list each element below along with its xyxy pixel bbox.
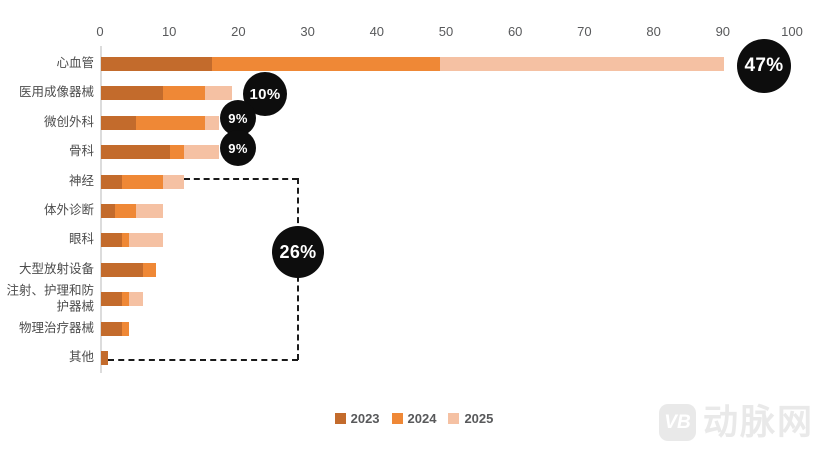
bar-segment-2024 bbox=[163, 86, 205, 101]
callout-dashed-line bbox=[184, 178, 298, 180]
bar-segment-2025 bbox=[163, 174, 185, 189]
legend-item-2023: 2023 bbox=[334, 410, 380, 426]
legend-label: 2023 bbox=[350, 410, 380, 426]
bar-segment-2024 bbox=[135, 115, 205, 130]
x-axis-tick: 100 bbox=[781, 24, 803, 39]
bar-segment-2024 bbox=[121, 233, 129, 248]
category-label: 大型放射设备 bbox=[18, 261, 94, 276]
bar-segment-2023 bbox=[101, 57, 212, 71]
category-label: 微创外科 bbox=[43, 114, 94, 129]
x-axis-tick: 50 bbox=[438, 24, 454, 39]
bar-segment-2025 bbox=[135, 204, 164, 218]
legend-swatch bbox=[391, 412, 403, 424]
category-label: 神经 bbox=[68, 173, 94, 188]
category-label: 骨科 bbox=[68, 144, 94, 159]
bar-segment-2023 bbox=[101, 292, 122, 307]
vb-logo-icon: VB bbox=[658, 404, 696, 441]
callout-dashed-line bbox=[108, 359, 298, 361]
bar-segment-2025 bbox=[128, 292, 143, 307]
bar-segment-2024 bbox=[211, 57, 441, 71]
bar-segment-2025 bbox=[204, 86, 233, 101]
legend-label: 2024 bbox=[407, 410, 437, 426]
legend-item-2025: 2025 bbox=[448, 411, 493, 426]
bar-segment-2023 bbox=[101, 204, 115, 218]
legend-item-2024: 2024 bbox=[391, 410, 437, 426]
bar-segment-2023 bbox=[101, 321, 122, 336]
bar-segment-2023 bbox=[101, 115, 136, 130]
bar-segment-2024 bbox=[121, 174, 164, 189]
category-label: 眼科 bbox=[68, 232, 94, 247]
percentage-badge: 9% bbox=[220, 100, 256, 136]
category-label: 医用成像器械 bbox=[18, 85, 94, 100]
x-axis-tick: 40 bbox=[369, 24, 385, 39]
x-axis-tick: 10 bbox=[161, 24, 177, 39]
legend-swatch bbox=[334, 412, 346, 424]
legend-swatch bbox=[448, 412, 460, 424]
percentage-badge: 26% bbox=[272, 226, 324, 278]
x-axis-tick: 20 bbox=[231, 24, 246, 39]
watermark: VB 动脉网 bbox=[658, 403, 814, 442]
bar-segment-2023 bbox=[101, 86, 164, 101]
x-axis-tick: 30 bbox=[300, 24, 315, 39]
bar-segment-2023 bbox=[101, 262, 143, 277]
bar-segment-2023 bbox=[101, 145, 171, 160]
percentage-badge: 47% bbox=[737, 39, 791, 93]
bar-segment-2025 bbox=[440, 57, 724, 71]
legend-label: 2025 bbox=[464, 410, 494, 426]
bar-segment-2023 bbox=[101, 233, 122, 248]
bar-segment-2025 bbox=[128, 233, 164, 248]
x-axis-tick: 90 bbox=[715, 24, 731, 39]
legend: 2023 2024 2025 bbox=[0, 408, 828, 428]
bar-segment-2024 bbox=[114, 204, 136, 218]
bar-segment-2024 bbox=[170, 145, 185, 160]
x-axis-tick: 80 bbox=[646, 24, 661, 39]
bar-segment-2024 bbox=[142, 262, 157, 277]
x-axis-tick: 60 bbox=[507, 24, 523, 39]
category-label: 注射、护理和防护器械 bbox=[6, 283, 94, 314]
category-label: 体外诊断 bbox=[43, 203, 94, 218]
bar-segment-2024 bbox=[121, 292, 129, 307]
bar-segment-2025 bbox=[204, 115, 219, 130]
category-label: 物理治疗器械 bbox=[18, 320, 94, 335]
x-axis-tick: 0 bbox=[96, 24, 104, 39]
watermark-text: 动脉网 bbox=[702, 403, 814, 442]
bar-segment-2024 bbox=[121, 321, 129, 336]
x-axis-tick: 70 bbox=[577, 24, 592, 39]
percentage-badge: 9% bbox=[220, 130, 256, 166]
bar-segment-2023 bbox=[101, 174, 122, 189]
bar-segment-2025 bbox=[184, 145, 219, 160]
bar-segment-2023 bbox=[101, 351, 108, 365]
category-label: 其他 bbox=[68, 350, 94, 365]
category-label: 心血管 bbox=[56, 56, 94, 71]
